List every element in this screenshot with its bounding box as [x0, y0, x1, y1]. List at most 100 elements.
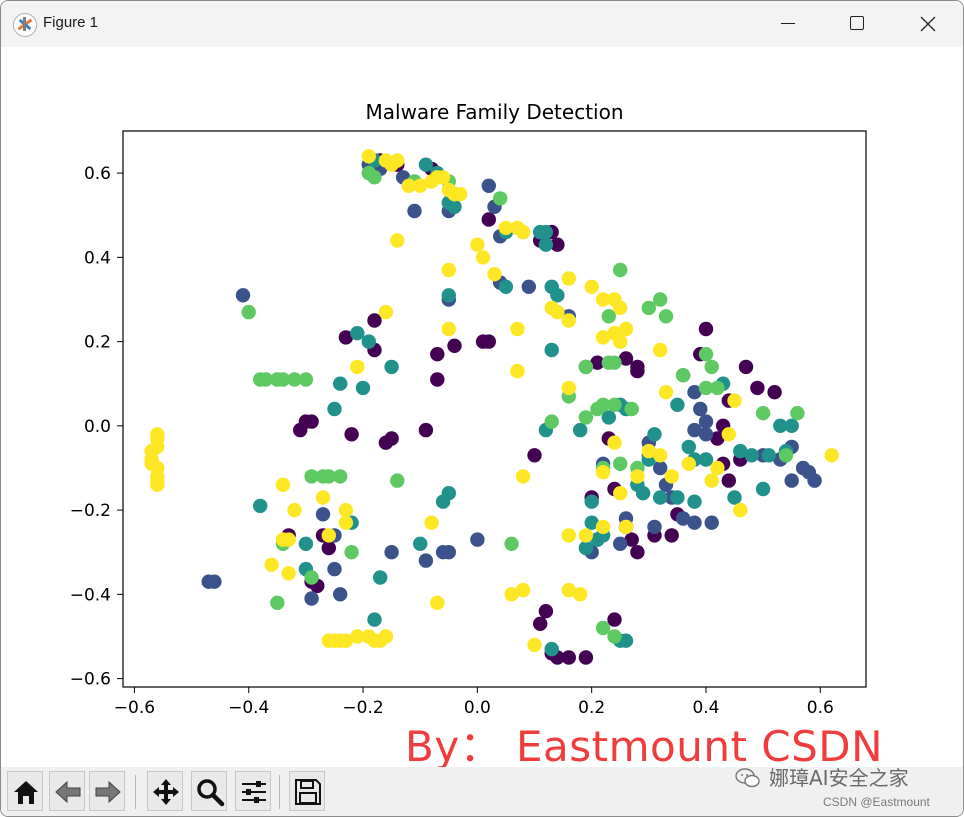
subplots-button[interactable] [235, 771, 271, 811]
data-point [561, 650, 576, 665]
data-point [595, 397, 611, 412]
data-point [287, 372, 302, 387]
data-point [601, 309, 616, 324]
data-point [624, 532, 639, 547]
data-point [150, 477, 165, 492]
data-point [333, 376, 348, 391]
data-point [413, 178, 428, 193]
data-point [613, 486, 628, 501]
data-point [390, 233, 405, 248]
data-point [435, 170, 451, 185]
home-button[interactable] [7, 771, 43, 811]
watermark-text: By： Eastmount CSDN [405, 722, 884, 771]
data-point [630, 545, 645, 560]
data-point [235, 288, 251, 303]
data-point [595, 465, 611, 480]
data-point [738, 359, 754, 375]
data-point [607, 629, 622, 644]
save-button[interactable] [289, 771, 325, 811]
data-point [338, 502, 354, 518]
pan-button[interactable] [147, 771, 183, 811]
data-point [630, 469, 645, 484]
data-point [447, 338, 462, 353]
data-point [533, 616, 548, 631]
data-point [778, 448, 794, 463]
minimize-button[interactable] [765, 1, 811, 47]
data-point [338, 330, 354, 345]
data-point [527, 637, 542, 653]
data-point [710, 460, 725, 476]
data-point [561, 313, 576, 328]
data-point [275, 477, 291, 492]
title-bar[interactable]: Figure 1 [1, 1, 963, 47]
data-point [573, 587, 588, 602]
data-point [418, 157, 434, 172]
data-point [578, 540, 594, 556]
wechat-icon [735, 768, 760, 788]
data-point [521, 279, 536, 294]
data-point [333, 587, 348, 602]
data-point [561, 271, 576, 286]
data-point [321, 469, 336, 484]
data-point [287, 502, 302, 518]
move-icon [153, 779, 179, 805]
data-point [578, 410, 594, 425]
back-button[interactable] [49, 771, 85, 811]
data-point [510, 321, 525, 337]
data-point [613, 536, 628, 551]
data-point [584, 279, 599, 294]
minimize-icon [781, 23, 795, 24]
x-tick-label: −0.4 [228, 698, 269, 718]
data-point [384, 431, 399, 446]
data-point [378, 304, 394, 320]
forward-button[interactable] [89, 771, 125, 811]
data-point [361, 149, 376, 164]
navigation-toolbar [1, 767, 963, 816]
data-point [687, 422, 702, 438]
data-point [441, 545, 456, 560]
data-point [761, 448, 776, 463]
data-point [704, 515, 719, 530]
data-point [658, 309, 674, 324]
close-button[interactable] [905, 1, 951, 47]
data-point [430, 372, 445, 387]
zoom-button[interactable] [191, 771, 227, 811]
data-point [653, 448, 668, 463]
data-point [721, 473, 736, 488]
data-point [344, 545, 359, 560]
data-point [647, 427, 662, 442]
data-point [595, 330, 611, 345]
data-point [538, 604, 554, 619]
data-point [704, 473, 719, 488]
data-point [544, 641, 559, 657]
data-point [315, 490, 331, 505]
data-point [504, 587, 519, 602]
data-point [538, 237, 554, 252]
data-point [698, 427, 714, 442]
data-point [447, 199, 462, 214]
data-point [481, 212, 496, 227]
data-point [361, 334, 376, 349]
data-point [424, 515, 439, 530]
sliders-icon [242, 781, 266, 803]
data-point [515, 469, 531, 484]
credit-text: CSDN @Eastmount [823, 795, 930, 809]
y-tick-label: 0.2 [84, 333, 111, 353]
data-point [744, 448, 759, 463]
data-point [687, 494, 702, 509]
data-point [733, 443, 748, 459]
data-point [470, 237, 485, 252]
data-point [401, 178, 416, 193]
data-point [675, 368, 691, 383]
maximize-button[interactable] [834, 1, 880, 47]
data-point [481, 178, 496, 193]
data-point [613, 262, 628, 278]
data-point [601, 410, 616, 425]
figure-canvas[interactable]: −0.6 −0.4 −0.2 0.0 0.2 0.4 0.6 −0.6 −0.4 −0.2 0.0 0… [1, 47, 963, 767]
data-point [304, 591, 319, 606]
data-point [590, 355, 605, 370]
x-tick-label: −0.2 [342, 698, 383, 718]
data-point [573, 422, 588, 438]
data-point [390, 153, 405, 168]
